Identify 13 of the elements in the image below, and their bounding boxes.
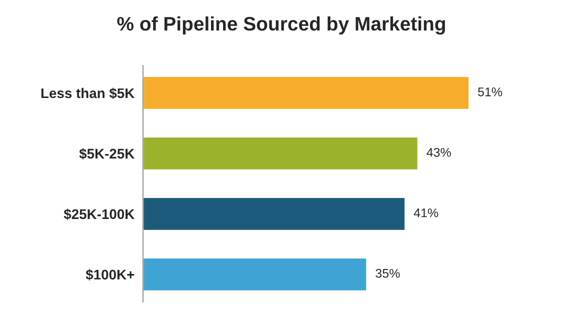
data-label: 43% [426,148,451,157]
chart-title: % of Pipeline Sourced by Marketing [117,16,445,35]
data-label: 51% [478,88,502,96]
y-tick-label: $5K-25K [79,148,135,160]
bar [143,257,368,292]
data-label: 41% [414,208,438,218]
bar [143,196,406,232]
bar [143,136,419,171]
y-tick-label: Less than $5K [41,88,135,100]
data-label: 35% [376,268,400,278]
y-tick-label: $100K+ [86,269,134,280]
bar [143,76,470,110]
y-tick-label: $25K-100K [64,208,135,220]
